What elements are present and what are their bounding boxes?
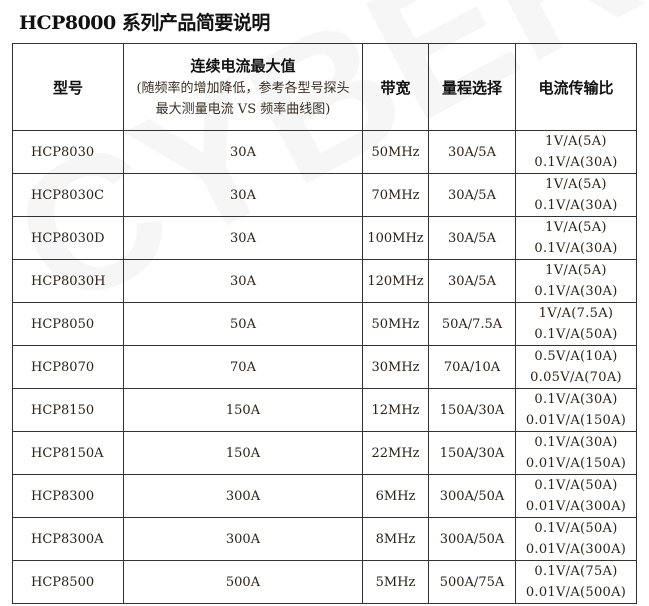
cell-range: 50A/7.5A [428, 302, 516, 346]
cell-range: 150A/30A [428, 431, 516, 475]
cell-max-current: 300A [123, 517, 363, 561]
cell-bandwidth: 30MHz [362, 345, 429, 389]
cell-range: 70A/10A [428, 345, 516, 389]
table-row: HCP8300 300A 6MHz 300A/50A 0.1V/A(50A) 0.01V/… [12, 474, 637, 518]
cell-bandwidth: 5MHz [362, 560, 429, 604]
ratio-line: 0.1V/A(50A) [534, 478, 618, 493]
ratio-line: 0.1V/A(75A) [534, 564, 618, 579]
cell-range: 500A/75A [428, 560, 516, 604]
table-row: HCP8050 50A 50MHz 50A/7.5A 1V/A(7.5A) 0.1V/A(… [12, 302, 637, 346]
cell-max-current: 70A [123, 345, 363, 389]
cell-range: 30A/5A [428, 130, 516, 174]
cell-max-current: 150A [123, 388, 363, 432]
cell-ratio: 0.1V/A(30A) 0.01V/A(150A) [515, 388, 637, 432]
cell-model: HCP8150 [12, 388, 124, 432]
cell-ratio: 0.1V/A(30A) 0.01V/A(150A) [515, 431, 637, 475]
cell-model: HCP8300 [12, 474, 124, 518]
ratio-line: 0.1V/A(30A) [534, 284, 618, 299]
cell-range: 30A/5A [428, 216, 516, 260]
header-ratio: 电流传输比 [515, 43, 637, 131]
cell-max-current: 30A [123, 130, 363, 174]
cell-bandwidth: 120MHz [362, 259, 429, 303]
table-row: HCP8150A 150A 22MHz 150A/30A 0.1V/A(30A) 0.01… [12, 431, 637, 475]
cell-range: 300A/50A [428, 474, 516, 518]
ratio-line: 1V/A(5A) [545, 134, 607, 149]
ratio-line: 0.01V/A(500A) [525, 585, 627, 600]
ratio-line: 0.1V/A(30A) [534, 198, 618, 213]
page-title: HCP8000 系列产品简要说明 [19, 12, 270, 34]
cell-range: 300A/50A [428, 517, 516, 561]
header-model: 型号 [12, 43, 124, 131]
cell-model: HCP8030C [12, 173, 124, 217]
ratio-line: 0.01V/A(300A) [525, 542, 627, 557]
header-bandwidth: 带宽 [362, 43, 429, 131]
cell-range: 30A/5A [428, 173, 516, 217]
table-row: HCP8030C 30A 70MHz 30A/5A 1V/A(5A) 0.1V/A(30A… [12, 173, 637, 217]
cell-range: 30A/5A [428, 259, 516, 303]
cell-max-current: 30A [123, 173, 363, 217]
ratio-line: 0.1V/A(50A) [534, 521, 618, 536]
cell-bandwidth: 6MHz [362, 474, 429, 518]
cell-bandwidth: 100MHz [362, 216, 429, 260]
cell-max-current: 300A [123, 474, 363, 518]
ratio-line: 0.1V/A(30A) [534, 392, 618, 407]
header-max-current: 连续电流最大值 (随频率的增加降低，参考各型号探头 最大测量电流 VS 频率曲线… [123, 43, 363, 131]
table-row: HCP8030 30A 50MHz 30A/5A 1V/A(5A) 0.1V/A(30A) [12, 130, 637, 174]
cell-ratio: 1V/A(5A) 0.1V/A(30A) [515, 259, 637, 303]
cell-max-current: 30A [123, 216, 363, 260]
header-max-current-note: (随频率的增加降低，参考各型号探头 [136, 80, 350, 96]
cell-max-current: 150A [123, 431, 363, 475]
cell-max-current: 30A [123, 259, 363, 303]
product-table: 型号 连续电流最大值 (随频率的增加降低，参考各型号探头 最大测量电流 VS 频… [12, 43, 637, 604]
cell-ratio: 1V/A(5A) 0.1V/A(30A) [515, 173, 637, 217]
ratio-line: 0.01V/A(150A) [525, 413, 627, 428]
table-row: HCP8070 70A 30MHz 70A/10A 0.5V/A(10A) 0.05V/A… [12, 345, 637, 389]
cell-model: HCP8030D [12, 216, 124, 260]
ratio-line: 0.01V/A(300A) [525, 499, 627, 514]
cell-model: HCP8150A [12, 431, 124, 475]
header-max-current-title: 连续电流最大值 [190, 56, 296, 75]
cell-bandwidth: 50MHz [362, 302, 429, 346]
cell-ratio: 1V/A(5A) 0.1V/A(30A) [515, 130, 637, 174]
cell-bandwidth: 70MHz [362, 173, 429, 217]
ratio-line: 0.1V/A(30A) [534, 241, 618, 256]
cell-bandwidth: 50MHz [362, 130, 429, 174]
ratio-line: 1V/A(7.5A) [538, 306, 614, 321]
cell-bandwidth: 12MHz [362, 388, 429, 432]
ratio-line: 0.05V/A(70A) [530, 370, 622, 385]
cell-max-current: 500A [123, 560, 363, 604]
cell-max-current: 50A [123, 302, 363, 346]
cell-model: HCP8070 [12, 345, 124, 389]
table-row: HCP8300A 300A 8MHz 300A/50A 0.1V/A(50A) 0.01V… [12, 517, 637, 561]
cell-range: 150A/30A [428, 388, 516, 432]
table-row: HCP8500 500A 5MHz 500A/75A 0.1V/A(75A) 0.01V/… [12, 560, 637, 604]
header-range: 量程选择 [428, 43, 516, 131]
cell-ratio: 1V/A(5A) 0.1V/A(30A) [515, 216, 637, 260]
cell-model: HCP8030 [12, 130, 124, 174]
cell-model: HCP8030H [12, 259, 124, 303]
ratio-line: 0.01V/A(150A) [525, 456, 627, 471]
cell-ratio: 0.1V/A(50A) 0.01V/A(300A) [515, 517, 637, 561]
cell-model: HCP8050 [12, 302, 124, 346]
table-row: HCP8030D 30A 100MHz 30A/5A 1V/A(5A) 0.1V/A(30… [12, 216, 637, 260]
ratio-line: 1V/A(5A) [545, 177, 607, 192]
cell-ratio: 0.1V/A(75A) 0.01V/A(500A) [515, 560, 637, 604]
ratio-line: 0.1V/A(30A) [534, 155, 618, 170]
cell-model: HCP8500 [12, 560, 124, 604]
cell-bandwidth: 22MHz [362, 431, 429, 475]
cell-ratio: 0.1V/A(50A) 0.01V/A(300A) [515, 474, 637, 518]
ratio-line: 1V/A(5A) [545, 220, 607, 235]
ratio-line: 0.5V/A(10A) [534, 349, 618, 364]
cell-model: HCP8300A [12, 517, 124, 561]
table-row: HCP8150 150A 12MHz 150A/30A 0.1V/A(30A) 0.01V… [12, 388, 637, 432]
cell-ratio: 1V/A(7.5A) 0.1V/A(50A) [515, 302, 637, 346]
table-header-row: 型号 连续电流最大值 (随频率的增加降低，参考各型号探头 最大测量电流 VS 频… [12, 43, 637, 131]
ratio-line: 0.1V/A(50A) [534, 327, 618, 342]
cell-ratio: 0.5V/A(10A) 0.05V/A(70A) [515, 345, 637, 389]
table-row: HCP8030H 30A 120MHz 30A/5A 1V/A(5A) 0.1V/A(30… [12, 259, 637, 303]
ratio-line: 0.1V/A(30A) [534, 435, 618, 450]
cell-bandwidth: 8MHz [362, 517, 429, 561]
ratio-line: 1V/A(5A) [545, 263, 607, 278]
header-max-current-note: 最大测量电流 VS 频率曲线图) [155, 101, 331, 117]
